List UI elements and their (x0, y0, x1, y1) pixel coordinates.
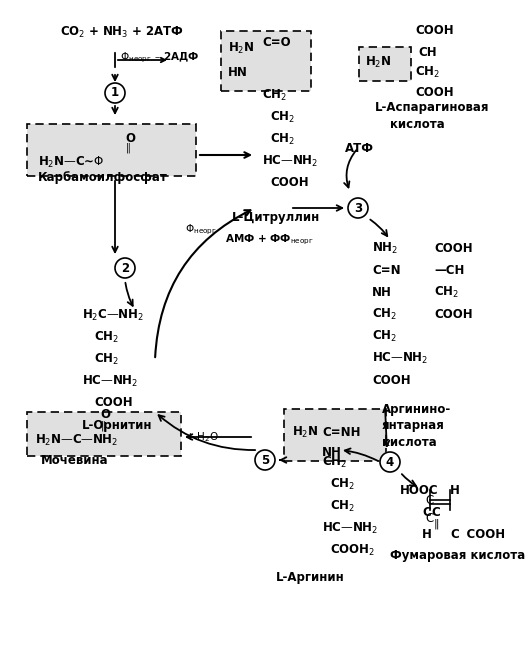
FancyBboxPatch shape (27, 124, 196, 176)
Circle shape (380, 452, 400, 472)
Text: кислота: кислота (390, 117, 445, 130)
Text: 5: 5 (261, 454, 269, 467)
Text: L-Орнитин: L-Орнитин (82, 419, 153, 432)
Text: H$_2$N—C—NH$_2$: H$_2$N—C—NH$_2$ (35, 432, 118, 448)
Text: HN: HN (228, 65, 248, 78)
Text: O: O (100, 408, 110, 421)
Text: 3: 3 (354, 202, 362, 214)
Text: COOH: COOH (450, 527, 505, 540)
Text: 4: 4 (386, 456, 394, 469)
Text: C=NH: C=NH (322, 426, 360, 439)
Text: + H$_2$O: + H$_2$O (185, 430, 219, 444)
Text: 1: 1 (111, 86, 119, 100)
Text: CH$_2$: CH$_2$ (94, 329, 119, 345)
Text: Карбамоилфосфат: Карбамоилфосфат (38, 172, 168, 185)
Text: CH$_2$: CH$_2$ (372, 307, 397, 321)
FancyBboxPatch shape (27, 412, 181, 456)
Text: HOOC: HOOC (400, 483, 439, 496)
Text: COOH: COOH (270, 176, 308, 189)
Text: C: C (450, 527, 459, 540)
Text: H$_2$N—C∼$\Phi$: H$_2$N—C∼$\Phi$ (38, 154, 104, 170)
Text: H$_2$N: H$_2$N (365, 54, 392, 69)
FancyBboxPatch shape (284, 409, 386, 461)
Text: ‖: ‖ (101, 421, 105, 432)
Text: Аргинино-: Аргинино- (382, 404, 451, 417)
Text: $\rm C$: $\rm C$ (425, 494, 435, 507)
Text: HC—NH$_2$: HC—NH$_2$ (262, 154, 318, 168)
Text: ‖: ‖ (433, 519, 439, 529)
Text: CH$_2$: CH$_2$ (330, 498, 355, 514)
Text: $\rm C$: $\rm C$ (425, 511, 435, 524)
Text: H$_2$C—NH$_2$: H$_2$C—NH$_2$ (82, 307, 144, 323)
Text: CO$_2$ + NH$_3$ + 2АТФ: CO$_2$ + NH$_3$ + 2АТФ (60, 25, 184, 40)
Text: NH: NH (322, 446, 342, 459)
Text: CH$_2$: CH$_2$ (372, 329, 397, 343)
Circle shape (105, 83, 125, 103)
Text: CH: CH (418, 45, 437, 58)
Text: CH$_2$: CH$_2$ (330, 476, 355, 492)
Text: C: C (422, 505, 431, 518)
Text: Фумаровая кислота: Фумаровая кислота (390, 548, 525, 562)
Text: COOH: COOH (415, 86, 454, 98)
FancyBboxPatch shape (221, 31, 311, 91)
Text: C=O: C=O (262, 36, 290, 49)
Text: HC—NH$_2$: HC—NH$_2$ (82, 373, 138, 389)
Text: C=N: C=N (372, 264, 401, 277)
Text: Мочевина: Мочевина (41, 454, 109, 467)
Text: янтарная: янтарная (382, 419, 445, 432)
Text: CH$_2$: CH$_2$ (262, 87, 287, 102)
Text: ‖: ‖ (126, 143, 130, 153)
Text: кислота: кислота (382, 435, 437, 448)
Text: 2: 2 (121, 262, 129, 275)
Text: H$_2$N: H$_2$N (228, 40, 254, 56)
Text: NH$_2$: NH$_2$ (372, 240, 398, 255)
Text: COOH: COOH (434, 308, 473, 321)
Text: COOH: COOH (94, 397, 132, 410)
Text: C: C (431, 505, 440, 518)
Text: COOH: COOH (434, 242, 473, 255)
Text: H: H (422, 527, 432, 540)
Text: CH$_2$: CH$_2$ (415, 64, 440, 80)
Text: H$_2$N: H$_2$N (292, 424, 319, 439)
Text: COOH$_2$: COOH$_2$ (330, 542, 375, 557)
Text: CH$_2$: CH$_2$ (322, 454, 347, 470)
Text: CH$_2$: CH$_2$ (270, 132, 295, 146)
Text: АТФ: АТФ (345, 141, 374, 154)
Text: COOH: COOH (372, 373, 411, 386)
Text: —CH: —CH (434, 264, 464, 277)
Text: H: H (450, 483, 460, 496)
Text: L-Аргинин: L-Аргинин (276, 572, 344, 584)
Text: $\Phi_{\rm неорг}$ – 2АДФ: $\Phi_{\rm неорг}$ – 2АДФ (120, 51, 199, 65)
Text: O: O (125, 132, 135, 145)
Text: $\Phi_{\rm неорг}$: $\Phi_{\rm неорг}$ (185, 223, 217, 237)
Text: HC—NH$_2$: HC—NH$_2$ (372, 351, 428, 365)
Circle shape (255, 450, 275, 470)
Text: HC—NH$_2$: HC—NH$_2$ (322, 520, 378, 535)
Text: L-Аспарагиновая: L-Аспарагиновая (375, 102, 490, 115)
Text: CH$_2$: CH$_2$ (270, 110, 295, 124)
Text: COOH: COOH (415, 23, 454, 36)
Text: АМФ + ФФ$_{\rm неорг}$: АМФ + ФФ$_{\rm неорг}$ (225, 233, 314, 247)
FancyBboxPatch shape (359, 47, 411, 81)
Text: L-Цитруллин: L-Цитруллин (232, 211, 320, 224)
Circle shape (348, 198, 368, 218)
Circle shape (115, 258, 135, 278)
Text: CH$_2$: CH$_2$ (434, 284, 459, 299)
Text: CH$_2$: CH$_2$ (94, 351, 119, 367)
Text: NH: NH (372, 286, 392, 299)
